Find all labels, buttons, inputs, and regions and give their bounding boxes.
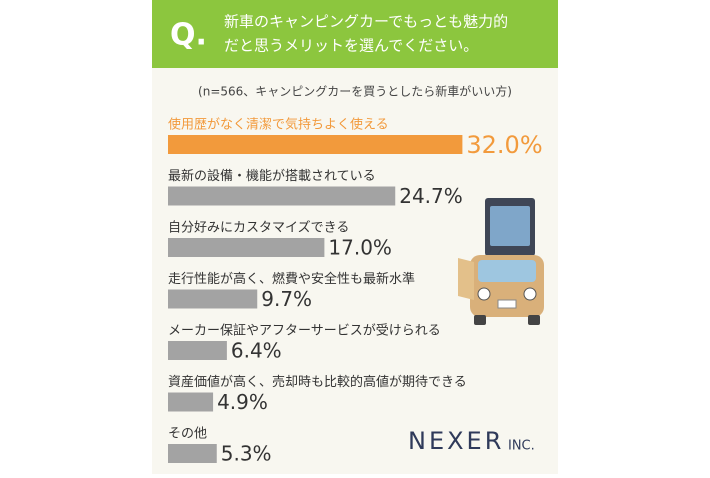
value-label: 4.9% [217, 390, 268, 414]
logo: NEXER [408, 427, 504, 455]
category-label: 使用歴がなく清潔で気持ちよく使える [168, 117, 389, 133]
category-label: 走行性能が高く、燃費や安全性も最新水準 [168, 271, 415, 287]
bar [168, 238, 325, 257]
title-line: だと思うメリットを選んでください。 [224, 37, 478, 55]
bar [168, 289, 258, 309]
title-line: 新車のキャンピングカーでもっとも魅力的 [224, 13, 508, 31]
category-label: その他 [168, 427, 207, 442]
bar [168, 392, 214, 412]
subtitle: (n=566、キャンピングカーを買うとしたら新車がいい方) [198, 84, 512, 99]
value-label: 9.7% [261, 287, 312, 311]
value-label: 17.0% [328, 236, 392, 260]
value-label: 32.0% [466, 131, 542, 159]
value-label: 24.7% [399, 184, 463, 208]
value-label: 6.4% [231, 339, 282, 363]
value-label: 5.3% [221, 442, 272, 466]
car-illustration [458, 198, 544, 325]
category-label: 最新の設備・機能が搭載されている [168, 168, 376, 184]
bar [168, 341, 227, 360]
header [152, 0, 558, 68]
category-label: 資産価値が高く、売却時も比較的高値が期待できる [168, 374, 467, 390]
question-mark: Q. [170, 18, 207, 53]
bar [168, 186, 396, 206]
bar [168, 135, 463, 154]
category-label: 自分好みにカスタマイズできる [168, 220, 349, 236]
category-label: メーカー保証やアフターサービスが受けられる [168, 324, 441, 339]
logo-suffix: INC. [508, 439, 535, 454]
bar [168, 444, 217, 463]
